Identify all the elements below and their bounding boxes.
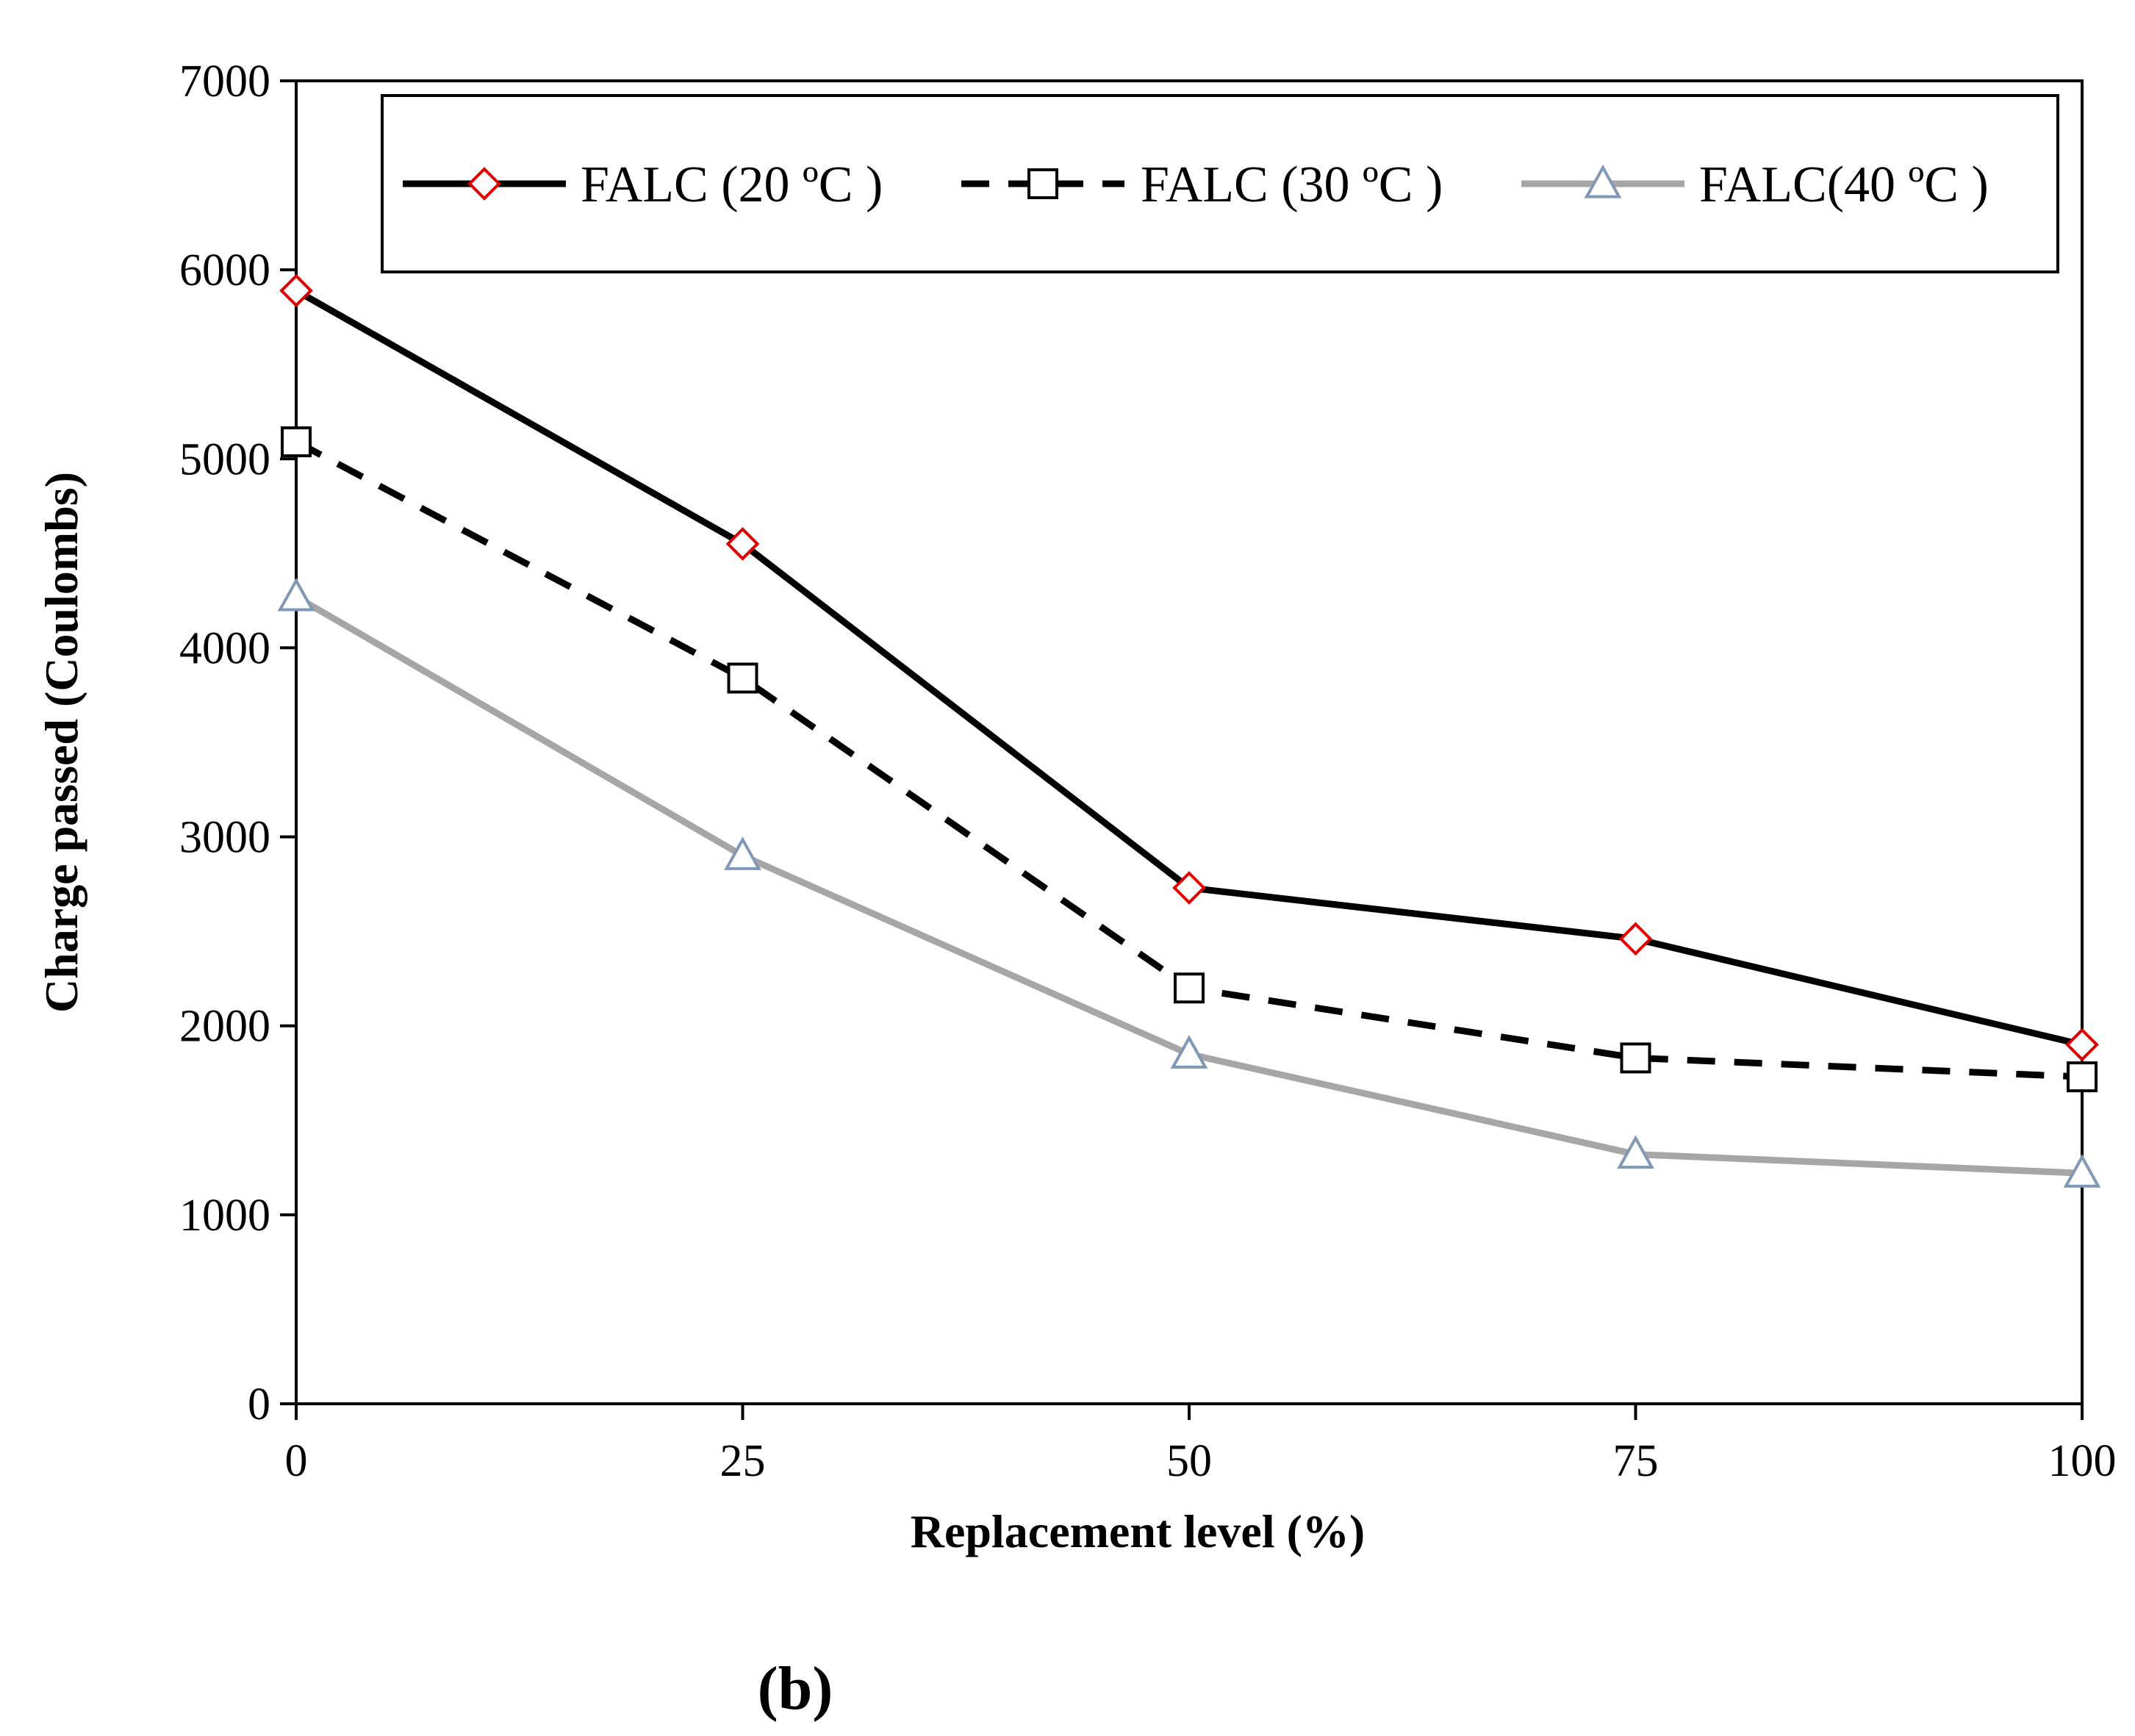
x-axis-title: Replacement level (%) [911,1505,1365,1557]
data-point [279,273,313,308]
legend-label: FALC (30 ºC ) [1141,157,1443,213]
y-tick-label: 6000 [179,245,270,295]
data-point [1170,1035,1208,1069]
series-layer [277,273,2101,1188]
x-axis: 0 25 50 75 100 [285,1404,2117,1486]
legend-label: FALC (20 ºC ) [581,157,883,213]
data-point [724,836,761,870]
plot-frame [295,79,2084,1405]
legend-item: FALC (20 ºC ) [403,157,883,213]
series-3 [277,577,2101,1188]
y-tick-label: 3000 [179,813,270,863]
y-axis-title: Charge passed (Coulombs) [35,472,87,1013]
data-point [1174,972,1205,1004]
x-tick-label: 25 [720,1436,766,1486]
plot-area [295,79,2084,1405]
panel-label: (b) [758,1654,833,1723]
legend-box [381,94,2059,273]
data-point [281,426,312,458]
data-point [2065,1027,2099,1062]
data-point [1172,871,1206,905]
series-1 [279,273,2099,1062]
y-tick-label: 5000 [179,434,270,484]
y-axis: 0 1000 2000 3000 4000 5000 6000 7000 [179,57,296,1430]
x-tick-label: 100 [2048,1436,2117,1486]
x-tick-label: 50 [1166,1436,1212,1486]
y-tick-label: 7000 [179,57,270,107]
data-point [1620,1042,1651,1074]
data-point [1617,1135,1654,1169]
series-line [294,287,2084,1048]
y-tick-label: 2000 [179,1002,270,1052]
x-tick-label: 0 [285,1436,308,1486]
data-point [2067,1061,2098,1093]
y-tick-label: 4000 [179,623,270,673]
legend-label: FALC(40 ºC ) [1699,157,1989,213]
data-point [727,662,758,694]
legend-marker [1027,168,1058,199]
x-tick-label: 75 [1613,1436,1659,1486]
legend-item: FALC (30 ºC ) [961,157,1443,213]
legend-marker [1584,164,1622,198]
series-2 [281,426,2098,1093]
y-tick-label: 0 [248,1380,270,1430]
data-point [2063,1154,2101,1188]
y-tick-label: 1000 [179,1191,270,1241]
data-point [277,577,315,611]
data-point [725,527,760,561]
legend-item: FALC(40 ºC ) [1521,157,1989,213]
data-point [1618,922,1653,956]
legend-marker [467,167,501,201]
legend: FALC (20 ºC ) FALC (30 ºC ) FALC(40 ºC ) [381,94,2059,273]
